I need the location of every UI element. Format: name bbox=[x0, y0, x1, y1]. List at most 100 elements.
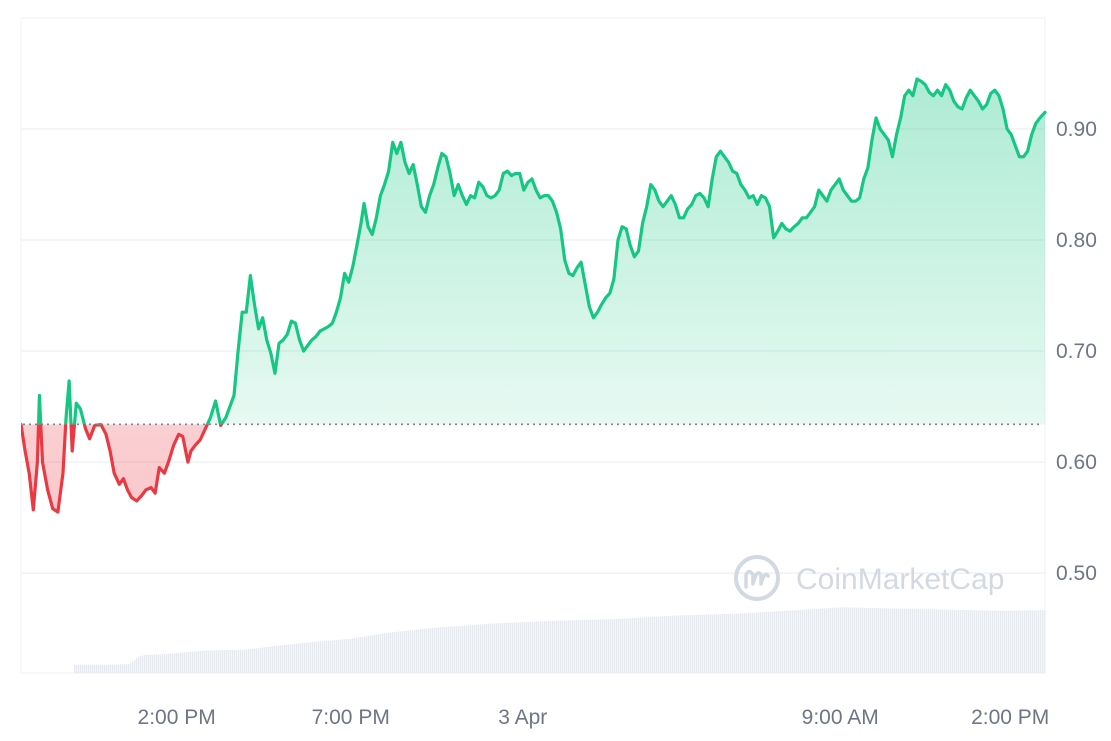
volume-bar bbox=[534, 621, 536, 673]
volume-bar bbox=[106, 664, 108, 673]
volume-bar bbox=[906, 608, 908, 673]
volume-bar bbox=[346, 639, 348, 673]
volume-bar bbox=[758, 612, 760, 673]
volume-bar bbox=[540, 621, 542, 673]
volume-bar bbox=[706, 614, 708, 673]
volume-bar bbox=[78, 664, 80, 673]
volume-bar bbox=[448, 626, 450, 673]
volume-bar bbox=[790, 610, 792, 673]
volume-bar bbox=[580, 620, 582, 673]
volume-bar bbox=[250, 649, 252, 673]
volume-bar bbox=[248, 649, 250, 673]
volume-bar bbox=[804, 609, 806, 673]
volume-bar bbox=[524, 622, 526, 673]
volume-bar bbox=[714, 614, 716, 673]
volume-bar bbox=[304, 642, 306, 673]
volume-bar bbox=[948, 609, 950, 673]
volume-bar bbox=[302, 643, 304, 673]
y-tick-label: 0.70 bbox=[1056, 340, 1097, 363]
volume-bar bbox=[286, 644, 288, 673]
volume-bar bbox=[156, 654, 158, 673]
volume-bar bbox=[366, 636, 368, 673]
volume-bar bbox=[548, 621, 550, 673]
volume-bar bbox=[986, 610, 988, 673]
volume-bar bbox=[502, 623, 504, 673]
volume-bar bbox=[584, 619, 586, 673]
volume-bar bbox=[256, 648, 258, 673]
volume-bar bbox=[276, 645, 278, 673]
volume-bar bbox=[834, 607, 836, 673]
volume-bar bbox=[364, 636, 366, 673]
volume-bar bbox=[362, 636, 364, 673]
volume-bar bbox=[160, 654, 162, 673]
volume-bar bbox=[154, 654, 156, 673]
volume-bar bbox=[404, 630, 406, 673]
x-tick-label: 2:00 PM bbox=[971, 706, 1049, 729]
volume-bar bbox=[420, 629, 422, 673]
volume-bar bbox=[268, 646, 270, 673]
volume-bar bbox=[622, 618, 624, 673]
volume-bar bbox=[1042, 610, 1044, 673]
volume-bar bbox=[508, 622, 510, 673]
volume-bar bbox=[942, 609, 944, 673]
volume-bar bbox=[490, 623, 492, 673]
volume-bar bbox=[678, 615, 680, 673]
volume-bar bbox=[568, 620, 570, 673]
volume-bar bbox=[320, 641, 322, 673]
volume-bar bbox=[182, 652, 184, 673]
y-tick-label: 0.50 bbox=[1056, 562, 1097, 585]
volume-bar bbox=[950, 609, 952, 673]
volume-bar bbox=[816, 608, 818, 673]
volume-bar bbox=[560, 620, 562, 673]
volume-bar bbox=[356, 637, 358, 673]
volume-bar bbox=[368, 635, 370, 673]
volume-bar bbox=[1038, 610, 1040, 673]
volume-bar bbox=[358, 637, 360, 673]
volume-bar bbox=[734, 613, 736, 673]
volume-bar bbox=[170, 653, 172, 673]
volume-bar bbox=[498, 623, 500, 673]
volume-bar bbox=[952, 609, 954, 673]
volume-bar bbox=[526, 622, 528, 673]
volume-bar bbox=[112, 664, 114, 673]
price-area-down bbox=[21, 424, 222, 513]
volume-bar bbox=[552, 620, 554, 673]
volume-bar bbox=[874, 608, 876, 673]
volume-bar bbox=[620, 618, 622, 673]
volume-bar bbox=[262, 647, 264, 673]
volume-bar bbox=[146, 654, 148, 673]
volume-bar bbox=[724, 614, 726, 673]
volume-bar bbox=[374, 634, 376, 673]
volume-bar bbox=[440, 627, 442, 673]
volume-bar bbox=[370, 635, 372, 673]
volume-bar bbox=[512, 622, 514, 673]
volume-bar bbox=[726, 613, 728, 673]
volume-bar bbox=[550, 620, 552, 673]
volume-bar bbox=[796, 610, 798, 673]
volume-bar bbox=[792, 610, 794, 673]
volume-bar bbox=[494, 623, 496, 673]
coinmarketcap-logo-icon bbox=[734, 555, 780, 601]
volume-bar bbox=[422, 628, 424, 673]
volume-bar bbox=[1044, 610, 1046, 673]
volume-bar bbox=[684, 615, 686, 673]
volume-bar bbox=[936, 609, 938, 673]
volume-bar bbox=[450, 626, 452, 673]
volume-bar bbox=[556, 620, 558, 673]
volume-bar bbox=[254, 648, 256, 673]
volume-bar bbox=[974, 610, 976, 673]
volume-bar bbox=[900, 608, 902, 673]
volume-bar bbox=[928, 609, 930, 673]
volume-bar bbox=[694, 614, 696, 673]
volume-bar bbox=[658, 616, 660, 673]
volume-bar bbox=[1000, 610, 1002, 673]
volume-bar bbox=[690, 615, 692, 673]
volume-bar bbox=[272, 646, 274, 673]
volume-bar bbox=[944, 609, 946, 673]
volume-bar bbox=[662, 616, 664, 673]
volume-bar bbox=[354, 637, 356, 673]
x-tick-label: 2:00 PM bbox=[138, 706, 216, 729]
volume-bar bbox=[406, 630, 408, 673]
volume-bar bbox=[732, 613, 734, 673]
